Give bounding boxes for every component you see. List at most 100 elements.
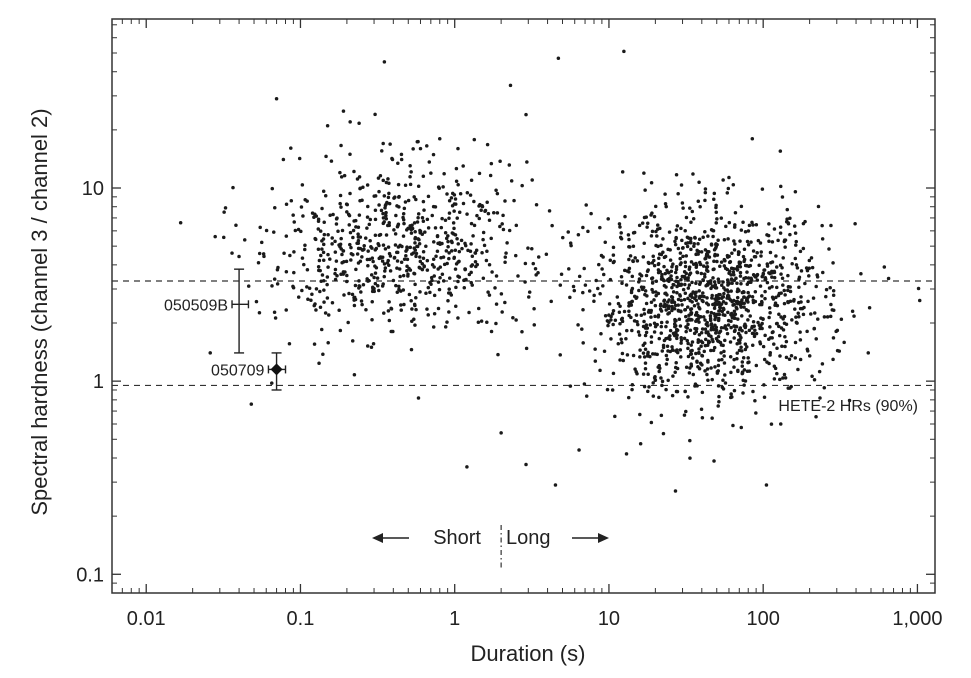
data-point (686, 341, 690, 346)
data-point (820, 362, 825, 366)
data-point (611, 253, 616, 257)
data-point (339, 175, 344, 179)
data-point (615, 295, 620, 299)
data-point (660, 383, 664, 388)
data-point (675, 275, 679, 280)
data-point (657, 336, 662, 341)
data-point (425, 217, 430, 222)
data-point (671, 290, 676, 294)
data-point (428, 290, 432, 295)
x-axis-title: Duration (s) (471, 641, 586, 666)
data-point (659, 320, 664, 325)
data-point (659, 243, 663, 248)
data-point (635, 259, 640, 263)
data-point (694, 294, 698, 299)
data-point (630, 299, 635, 304)
data-point (649, 300, 654, 305)
data-point (473, 259, 478, 264)
data-point (338, 193, 343, 198)
data-point (714, 242, 718, 247)
data-point (757, 263, 761, 267)
data-point (659, 277, 664, 281)
data-point (679, 309, 683, 313)
data-point (795, 266, 800, 270)
data-point (735, 301, 740, 306)
data-point (672, 307, 677, 311)
data-point (775, 371, 779, 376)
data-point (712, 345, 717, 350)
data-point (347, 223, 352, 227)
data-point (463, 267, 467, 272)
data-point (657, 252, 662, 256)
data-point (722, 354, 726, 358)
data-point (466, 248, 470, 253)
data-point (723, 324, 728, 328)
data-point (673, 303, 678, 308)
data-point (768, 325, 772, 329)
data-point (716, 277, 721, 281)
data-point (718, 264, 722, 268)
data-point (797, 285, 801, 290)
data-point (443, 218, 448, 223)
data-point (728, 260, 733, 264)
data-point (778, 149, 783, 153)
data-point (470, 254, 475, 258)
data-point (654, 290, 658, 294)
data-point (688, 239, 693, 244)
data-point (722, 238, 727, 242)
data-point (354, 225, 358, 229)
data-point (886, 276, 891, 281)
data-point (312, 303, 316, 308)
data-point (688, 366, 692, 370)
data-point (254, 299, 259, 304)
data-point (738, 341, 742, 345)
data-point (743, 229, 748, 234)
data-point (274, 96, 279, 101)
data-point (712, 306, 717, 311)
data-point (714, 325, 719, 330)
data-point (397, 284, 401, 289)
plot-frame (111, 18, 936, 594)
data-point (532, 306, 536, 311)
data-point (620, 351, 625, 356)
data-point (355, 241, 359, 246)
data-point (767, 361, 771, 366)
data-point (736, 288, 740, 292)
data-point (431, 204, 436, 209)
data-point (777, 312, 781, 317)
data-point (735, 341, 739, 346)
data-point (342, 293, 346, 297)
data-point (618, 304, 622, 308)
data-point (760, 274, 764, 279)
data-point (656, 315, 661, 319)
data-point (405, 268, 409, 273)
data-point (662, 264, 666, 269)
data-point (617, 222, 622, 226)
data-point (788, 289, 793, 294)
data-point (657, 256, 661, 260)
data-point (382, 262, 387, 266)
data-point (815, 275, 820, 279)
data-point (847, 398, 852, 403)
data-point (696, 252, 700, 256)
data-point (720, 385, 725, 389)
data-point (609, 337, 613, 341)
data-point (703, 327, 708, 331)
data-point (649, 234, 654, 238)
data-point (678, 294, 682, 298)
data-point (793, 356, 798, 360)
data-point (258, 225, 262, 230)
data-point (352, 373, 357, 377)
data-point (700, 390, 705, 395)
data-point (674, 349, 678, 353)
data-point (449, 249, 454, 253)
data-point (603, 240, 607, 244)
y-axis-title: Spectral hardness (channel 3 / channel 2… (27, 108, 52, 515)
data-point (720, 295, 725, 299)
data-point (657, 369, 661, 374)
data-point (383, 206, 387, 210)
data-point (577, 448, 581, 452)
data-point (324, 154, 328, 159)
data-point (784, 322, 789, 327)
data-point (589, 211, 593, 216)
